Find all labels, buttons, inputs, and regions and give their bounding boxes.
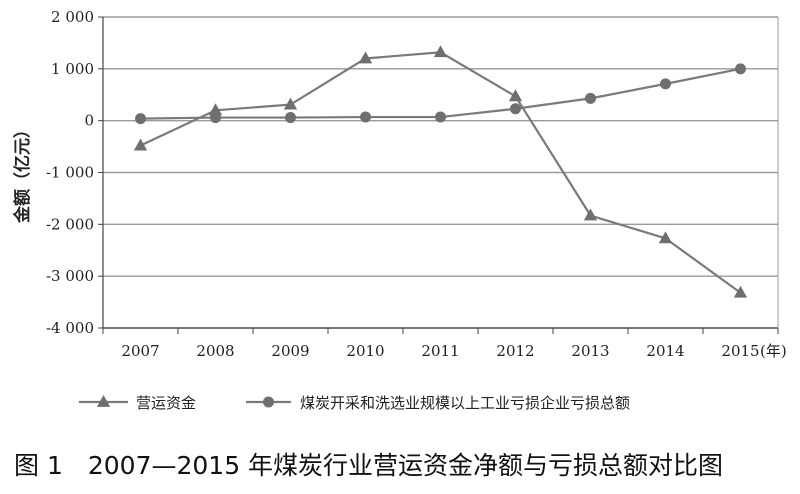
series-2-point [735, 63, 746, 75]
y-tick-label: 1 000 [51, 60, 94, 78]
series-1-point [283, 97, 298, 110]
x-tick-label: 2011 [421, 342, 459, 360]
x-tick-labels: 2007 2008 2009 2010 2011 2012 2013 2014 2015 [121, 342, 759, 360]
y-tick-label: -2 000 [46, 215, 94, 233]
series-2-point [435, 111, 446, 123]
y-tick-label: -4 000 [46, 319, 94, 337]
x-tick-label: 2013 [571, 342, 609, 360]
y-tick-label: -1 000 [46, 164, 94, 182]
series-2-point [510, 103, 521, 115]
x-tick-label: 2008 [196, 342, 234, 360]
legend: 营运资金 煤炭开采和洗选业规模以上工业亏损企业亏损总额 [79, 394, 630, 412]
x-tick-label: 2014 [646, 342, 684, 360]
series-1-point [358, 51, 373, 64]
series-2-point [135, 113, 146, 125]
series-2-point [210, 112, 221, 124]
series-1-point [208, 103, 223, 116]
chart: 2 000 1 000 0 -1 000 -2 000 -3 000 -4 000 2007… [12, 8, 787, 412]
x-tick-label: 2015 [721, 342, 759, 360]
x-tick-label: 2010 [346, 342, 384, 360]
x-axis-unit: (年) [760, 342, 787, 360]
series-1-point [508, 89, 523, 102]
x-tick-label: 2007 [121, 342, 159, 360]
y-tick-labels: 2 000 1 000 0 -1 000 -2 000 -3 000 -4 000 [46, 8, 94, 337]
series-1-point [583, 208, 598, 221]
series-1-point [133, 138, 148, 151]
y-axis-label: 金额（亿元） [12, 121, 33, 224]
x-tick-label: 2009 [271, 342, 309, 360]
series-2-point [660, 78, 671, 90]
legend-label-2: 煤炭开采和洗选业规模以上工业亏损企业亏损总额 [300, 394, 630, 412]
series-1-point [658, 231, 673, 244]
gridlines [103, 16, 778, 329]
axes [98, 16, 779, 334]
series-1-point [733, 285, 748, 298]
series-2-point [360, 111, 371, 123]
series-2-point [585, 92, 596, 104]
legend-marker-circle [263, 396, 274, 408]
y-tick-label: 2 000 [51, 8, 94, 26]
legend-label-1: 营运资金 [136, 394, 196, 412]
y-tick-label: 0 [84, 112, 94, 130]
figure-caption: 图 1 2007—2015 年煤炭行业营运资金净额与亏损总额对比图 [14, 451, 724, 480]
series-layer [133, 45, 748, 298]
y-tick-label: -3 000 [46, 267, 94, 285]
series-1-point [433, 45, 448, 58]
legend-marker-triangle [96, 395, 111, 407]
series-line-2 [140, 67, 741, 120]
series-2-point [285, 112, 296, 124]
x-tick-label: 2012 [496, 342, 534, 360]
